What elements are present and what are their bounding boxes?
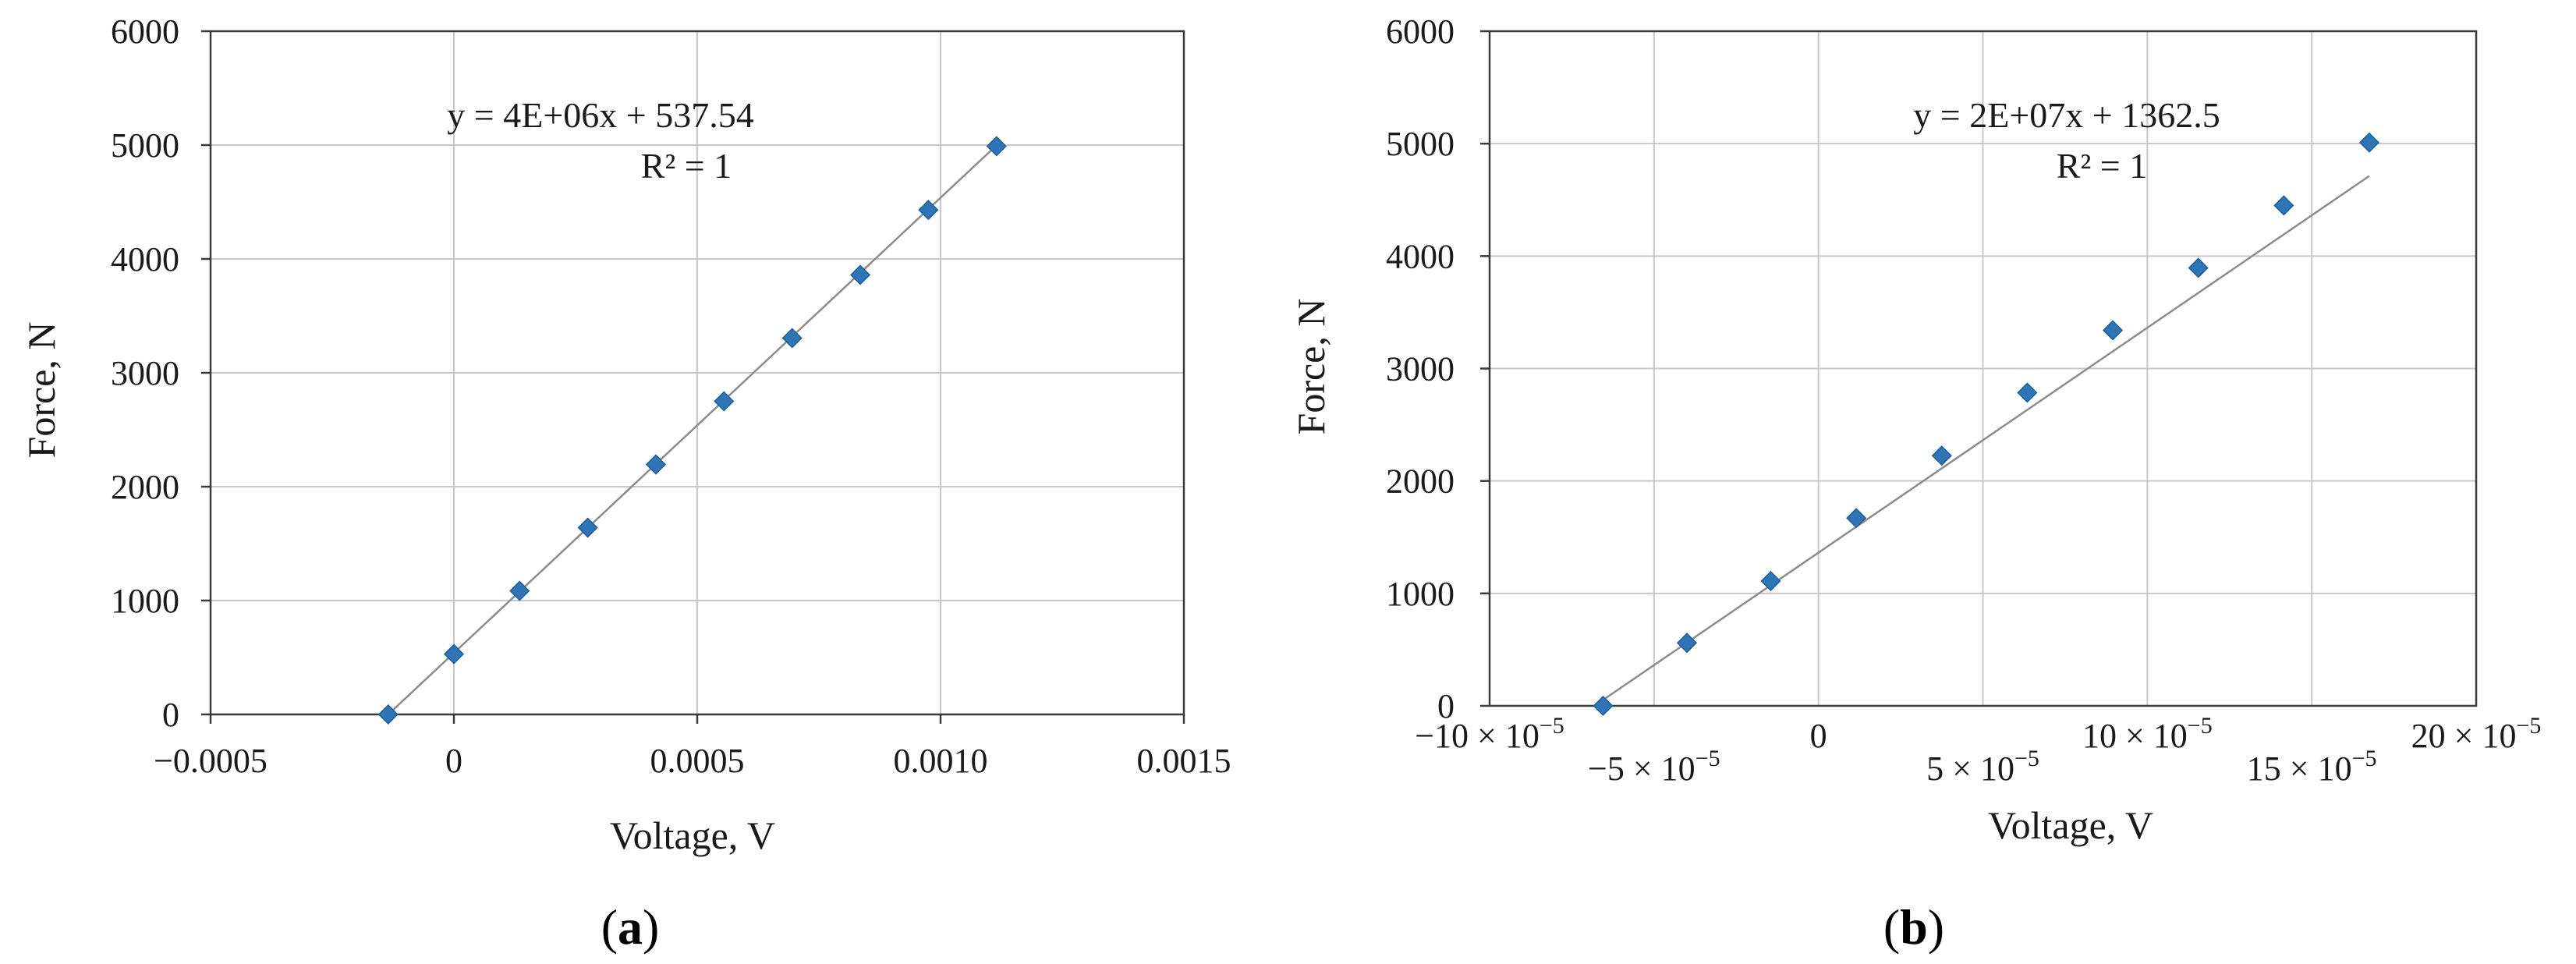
y-axis-label-b: Force, N bbox=[1289, 299, 1333, 435]
data-point bbox=[577, 517, 598, 538]
data-point bbox=[986, 136, 1007, 157]
y-tick-label: 3000 bbox=[1386, 350, 1455, 388]
chart-panel-a: −0.0005 0 0.0005 0.0010 0.0015 0 1000 2000 3000… bbox=[19, 12, 1231, 955]
data-point bbox=[2017, 382, 2038, 403]
y-tick-labels-b: 0 1000 2000 3000 4000 5000 6000 bbox=[1386, 12, 1455, 725]
data-point bbox=[2273, 195, 2294, 216]
y-tick-label: 6000 bbox=[111, 12, 179, 51]
panel-label-a: (a) bbox=[601, 899, 660, 955]
y-tick-label: 4000 bbox=[111, 240, 179, 278]
x-tick-label: 20 × 10−5 bbox=[2411, 713, 2542, 755]
data-point bbox=[1931, 445, 1952, 466]
r-squared-b: R² = 1 bbox=[2057, 146, 2147, 186]
data-point bbox=[443, 643, 465, 665]
x-tick-label: 0.0005 bbox=[650, 742, 745, 780]
data-point bbox=[2102, 320, 2124, 341]
y-tick-label: 3000 bbox=[111, 354, 179, 392]
data-point bbox=[714, 391, 735, 412]
x-axis-label-b: Voltage, V bbox=[1988, 803, 2153, 847]
trendline-b bbox=[1602, 175, 2370, 701]
x-tick-label: 0 bbox=[445, 742, 462, 780]
x-tick-exponent: −5 bbox=[2516, 713, 2541, 739]
data-point bbox=[1760, 570, 1781, 592]
x-tick-labels-b: −10 × 10−5 −5 × 10−5 0 5 × 10−5 10 × 10−5 15 … bbox=[1415, 713, 2541, 788]
data-point bbox=[645, 454, 667, 475]
y-tick-label: 5000 bbox=[1386, 125, 1455, 163]
data-point bbox=[2358, 132, 2380, 153]
panel-letter-b: b bbox=[1900, 899, 1928, 955]
x-tick-exponent: −5 bbox=[1695, 746, 1720, 771]
trendline-equation-a: y = 4E+06x + 537.54 bbox=[447, 95, 753, 135]
x-tick-exponent: −5 bbox=[1540, 713, 1564, 739]
y-tick-label: 5000 bbox=[111, 126, 179, 165]
x-tick-label: −5 × 10−5 bbox=[1588, 746, 1720, 788]
trendline-line bbox=[387, 144, 997, 715]
data-point bbox=[1846, 508, 1867, 529]
y-tick-label: 4000 bbox=[1386, 237, 1455, 275]
y-tick-label: 0 bbox=[1437, 687, 1455, 725]
x-tick-label: 15 × 10−5 bbox=[2247, 746, 2377, 788]
x-tick-label: 0.0010 bbox=[894, 742, 988, 780]
data-points-a bbox=[377, 136, 1007, 725]
panel-letter-a: a bbox=[618, 899, 643, 955]
x-tick-labels-a: −0.0005 0 0.0005 0.0010 0.0015 bbox=[154, 742, 1231, 780]
y-tick-label: 2000 bbox=[111, 468, 179, 506]
x-tick-exponent: −5 bbox=[2188, 713, 2213, 739]
data-point bbox=[377, 704, 399, 725]
data-point bbox=[2188, 257, 2209, 278]
x-axis-label-a: Voltage, V bbox=[610, 813, 775, 857]
x-tick-label: 5 × 10−5 bbox=[1926, 746, 2039, 788]
y-tick-label: 0 bbox=[162, 696, 179, 734]
y-tick-labels-a: 0 1000 2000 3000 4000 5000 6000 bbox=[111, 12, 179, 734]
r-squared-a: R² = 1 bbox=[641, 146, 732, 186]
trendline-a bbox=[387, 144, 997, 715]
trendline-line bbox=[1602, 175, 2370, 701]
y-tick-label: 6000 bbox=[1386, 12, 1455, 51]
x-tick-label: 10 × 10−5 bbox=[2082, 713, 2213, 755]
x-tick-label: 0.0015 bbox=[1137, 742, 1231, 780]
x-tick-label: −10 × 10−5 bbox=[1415, 713, 1564, 755]
x-tick-label: −0.0005 bbox=[154, 742, 268, 780]
plot-frame-b bbox=[1480, 30, 2478, 707]
x-tick-exponent: −5 bbox=[2014, 746, 2039, 771]
data-point bbox=[1676, 633, 1698, 654]
data-point bbox=[1593, 695, 1614, 717]
x-tick-exponent: −5 bbox=[2352, 746, 2377, 771]
trendline-equation-b: y = 2E+07x + 1362.5 bbox=[1913, 95, 2220, 135]
y-tick-label: 1000 bbox=[1386, 575, 1455, 613]
y-tick-label: 2000 bbox=[1386, 463, 1455, 501]
data-point bbox=[509, 580, 530, 601]
y-tick-label: 1000 bbox=[111, 582, 179, 620]
data-point bbox=[781, 328, 803, 349]
data-points-b bbox=[1593, 132, 2380, 717]
y-axis-label-a: Force, N bbox=[19, 322, 63, 459]
data-point bbox=[918, 200, 939, 221]
panel-label-b: (b) bbox=[1883, 899, 1944, 955]
chart-panel-b: −10 × 10−5 −5 × 10−5 0 5 × 10−5 10 × 10−5 15 … bbox=[1289, 12, 2541, 955]
plot-frame-a bbox=[201, 30, 1185, 724]
data-point bbox=[849, 264, 871, 285]
x-tick-label: 0 bbox=[1810, 717, 1827, 755]
